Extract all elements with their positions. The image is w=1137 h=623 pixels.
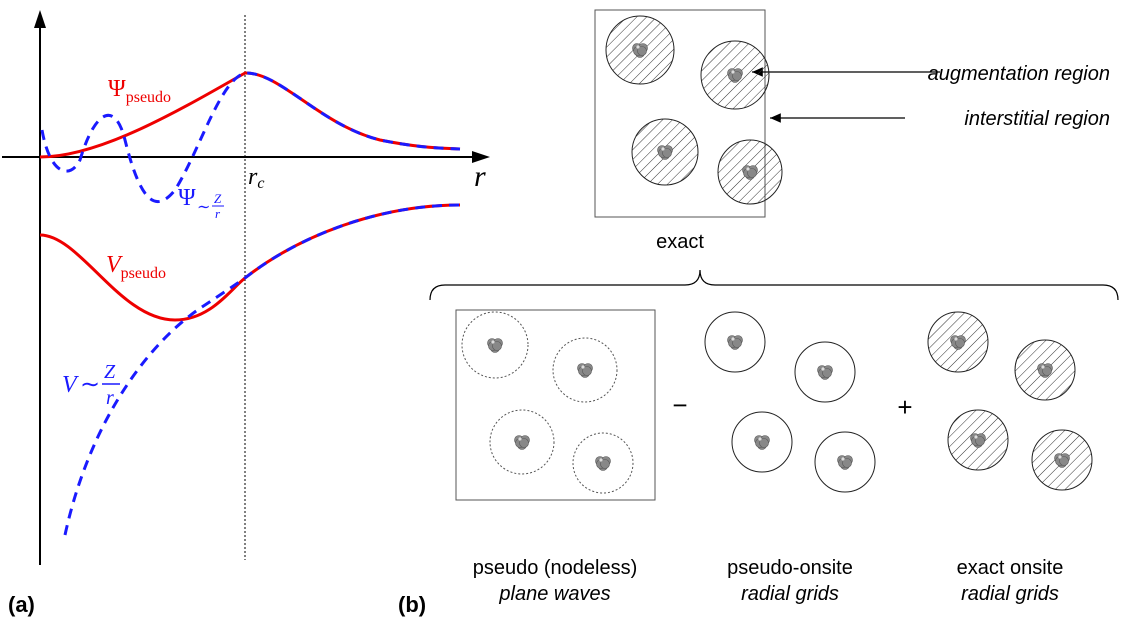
psi-subscript: pseudo bbox=[126, 89, 171, 106]
caption: pseudo-onsite bbox=[727, 557, 853, 579]
atom-highlight bbox=[1041, 365, 1044, 368]
atom-highlight bbox=[841, 457, 844, 460]
panel-a: rc r Ψpseudo Ψ ∼ Z r Vpseudo V ∼ Z r (a) bbox=[2, 10, 490, 617]
atom-highlight bbox=[581, 365, 584, 368]
panel-label: (a) bbox=[8, 592, 35, 617]
psi-ae-symbol: Ψ bbox=[178, 185, 196, 211]
caption: radial grids bbox=[741, 583, 839, 605]
operator: + bbox=[897, 392, 912, 422]
atom-highlight bbox=[731, 70, 734, 73]
psi-pseudo-label: Ψpseudo bbox=[108, 76, 171, 106]
atom-highlight bbox=[731, 337, 734, 340]
operator: − bbox=[672, 390, 687, 420]
pseudo-box bbox=[456, 310, 655, 500]
rc-subscript: c bbox=[257, 175, 264, 192]
psi-symbol: Ψ bbox=[108, 76, 126, 102]
v-subscript: pseudo bbox=[121, 265, 166, 282]
panel-b: augmentation region interstitial region … bbox=[398, 10, 1118, 617]
caption: exact bbox=[656, 231, 704, 253]
caption: plane waves bbox=[498, 583, 610, 605]
atom-highlight bbox=[746, 167, 749, 170]
y-arrow bbox=[34, 10, 46, 28]
atom-highlight bbox=[821, 367, 824, 370]
atom-highlight bbox=[518, 437, 521, 440]
atom-highlight bbox=[491, 340, 494, 343]
v-ae-symbol: V bbox=[62, 372, 79, 398]
v-ae-label: V ∼ Z r bbox=[62, 361, 120, 409]
atom-highlight bbox=[954, 337, 957, 340]
v-ae-denominator: r bbox=[106, 387, 114, 409]
psi-ae-label: Ψ ∼ Z r bbox=[178, 185, 224, 221]
annotation: interstitial region bbox=[964, 108, 1110, 130]
caption: pseudo (nodeless) bbox=[473, 557, 638, 579]
atom-highlight bbox=[1058, 455, 1061, 458]
v-ae-numerator: Z bbox=[104, 361, 116, 383]
annotation: augmentation region bbox=[928, 63, 1110, 85]
brace bbox=[430, 270, 1118, 300]
atom-highlight bbox=[758, 437, 761, 440]
rc-label: rc bbox=[248, 164, 264, 192]
v-ae-relation: ∼ bbox=[80, 372, 100, 398]
caption: exact onsite bbox=[957, 557, 1064, 579]
psi-pseudo-curve bbox=[40, 73, 460, 157]
atom-highlight bbox=[661, 147, 664, 150]
psi-ae-relation: ∼ bbox=[197, 199, 210, 216]
v-pseudo-label: Vpseudo bbox=[106, 252, 166, 282]
figure: rc r Ψpseudo Ψ ∼ Z r Vpseudo V ∼ Z r (a)… bbox=[0, 0, 1137, 623]
atom-highlight bbox=[636, 45, 639, 48]
panel-label: (b) bbox=[398, 592, 426, 617]
atom-highlight bbox=[974, 435, 977, 438]
v-ae-curve bbox=[65, 205, 460, 535]
caption: radial grids bbox=[961, 583, 1059, 605]
psi-ae-denominator: r bbox=[215, 206, 221, 221]
atom-highlight bbox=[599, 458, 602, 461]
v-pseudo-curve bbox=[40, 205, 460, 320]
r-label: r bbox=[474, 160, 486, 193]
psi-ae-numerator: Z bbox=[214, 191, 222, 206]
